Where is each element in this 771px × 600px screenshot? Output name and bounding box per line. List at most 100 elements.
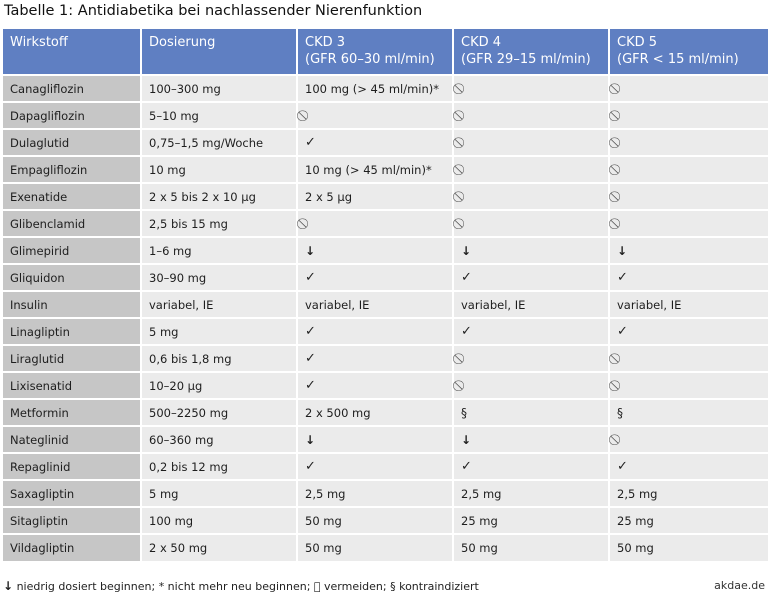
drug-name-cell: Exenatide <box>3 182 142 210</box>
column-header-line2: (GFR < 15 ml/min) <box>617 52 739 67</box>
legend-avoid-text: vermeiden; <box>324 580 387 593</box>
table-cell: 100 mg (> 45 ml/min)* <box>297 74 454 102</box>
table-cell: ⃠ <box>609 128 768 156</box>
table-cell: 500–2250 mg <box>141 398 298 426</box>
drug-name-cell: Liraglutid <box>3 344 142 372</box>
column-header: Dosierung <box>141 29 298 75</box>
table-row: Glimepirid 1–6 mg ↓ ↓ ↓ <box>3 236 768 264</box>
table-cell: 2,5 bis 15 mg <box>141 209 298 237</box>
table-cell: ✓ <box>297 263 454 291</box>
table-cell: 0,75–1,5 mg/Woche <box>141 128 298 156</box>
table-cell: 50 mg <box>609 533 768 561</box>
source-credit: akdae.de <box>714 579 765 592</box>
column-header: CKD 4 (GFR 29–15 ml/min) <box>453 29 610 75</box>
drug-name-cell: Repaglinid <box>3 452 142 480</box>
column-header: CKD 3 (GFR 60–30 ml/min) <box>297 29 454 75</box>
column-header-line2: (GFR 60–30 ml/min) <box>305 52 435 67</box>
table-cell: ✓ <box>609 317 768 345</box>
table-cell: 100 mg <box>141 506 298 534</box>
column-header-line1: Wirkstoff <box>10 35 68 50</box>
table-cell: ✓ <box>297 128 454 156</box>
drug-name-cell: Vildagliptin <box>3 533 142 561</box>
table-cell: ⃠ <box>609 182 768 210</box>
table-header: Wirkstoff Dosierung CKD 3 (GFR 60–30 ml/min… <box>3 29 768 75</box>
table-cell: ⃠ <box>297 209 454 237</box>
table-cell: 60–360 mg <box>141 425 298 453</box>
drug-name-cell: Sitagliptin <box>3 506 142 534</box>
drug-name-cell: Metformin <box>3 398 142 426</box>
column-header-line1: CKD 4 <box>461 35 502 50</box>
table-cell: ⃠ <box>453 344 610 372</box>
column-header: Wirkstoff <box>3 29 142 75</box>
drug-name-cell: Dulaglutid <box>3 128 142 156</box>
column-header-line1: Dosierung <box>149 35 216 50</box>
table-cell: 100–300 mg <box>141 74 298 102</box>
table-cell: 2,5 mg <box>297 479 454 507</box>
table-cell: variabel, IE <box>297 290 454 318</box>
table-cell: ⃠ <box>609 344 768 372</box>
table-cell: 50 mg <box>297 533 454 561</box>
table-cell: ⃠ <box>297 101 454 129</box>
table-cell: 0,6 bis 1,8 mg <box>141 344 298 372</box>
table-cell: ✓ <box>609 263 768 291</box>
table-cell: 2 x 5 bis 2 x 10 µg <box>141 182 298 210</box>
table-cell: ⃠ <box>609 425 768 453</box>
table-row: Canagliflozin 100–300 mg 100 mg (> 45 ml/m… <box>3 74 768 102</box>
table-row: Repaglinid 0,2 bis 12 mg ✓ ✓ ✓ <box>3 452 768 480</box>
table-cell: ✓ <box>297 344 454 372</box>
table-cell: 10 mg (> 45 ml/min)* <box>297 155 454 183</box>
table-cell: 25 mg <box>453 506 610 534</box>
table-cell: 25 mg <box>609 506 768 534</box>
table-cell: ⃠ <box>453 128 610 156</box>
table-cell: ✓ <box>297 317 454 345</box>
table-cell: ⃠ <box>609 101 768 129</box>
table-cell: 2 x 50 mg <box>141 533 298 561</box>
table-cell: ⃠ <box>609 371 768 399</box>
table-cell: 0,2 bis 12 mg <box>141 452 298 480</box>
table-cell: ✓ <box>453 317 610 345</box>
table-cell: ⃠ <box>453 155 610 183</box>
table-cell: 5–10 mg <box>141 101 298 129</box>
drug-name-cell: Lixisenatid <box>3 371 142 399</box>
column-header-line2: (GFR 29–15 ml/min) <box>461 52 591 67</box>
table-cell: 2 x 500 mg <box>297 398 454 426</box>
table-cell: ⃠ <box>453 371 610 399</box>
table-row: Vildagliptin 2 x 50 mg 50 mg 50 mg 50 mg <box>3 533 768 561</box>
table-cell: ⃠ <box>609 155 768 183</box>
column-header-line1: CKD 3 <box>305 35 346 50</box>
table-cell: 2,5 mg <box>609 479 768 507</box>
table-cell: ↓ <box>453 236 610 264</box>
table-cell: 1–6 mg <box>141 236 298 264</box>
column-header: CKD 5 (GFR < 15 ml/min) <box>609 29 768 75</box>
header-row: Wirkstoff Dosierung CKD 3 (GFR 60–30 ml/min… <box>3 29 768 75</box>
drug-name-cell: Nateglinid <box>3 425 142 453</box>
table-cell: ↓ <box>609 236 768 264</box>
table-title: Tabelle 1: Antidiabetika bei nachlassend… <box>4 3 423 19</box>
table-cell: ✓ <box>453 263 610 291</box>
table-row: Gliquidon 30–90 mg ✓ ✓ ✓ <box>3 263 768 291</box>
table-cell: 50 mg <box>453 533 610 561</box>
table-cell: § <box>609 398 768 426</box>
legend-down-text: niedrig dosiert beginnen; <box>16 580 156 593</box>
drug-name-cell: Glibenclamid <box>3 209 142 237</box>
drug-name-cell: Glimepirid <box>3 236 142 264</box>
table-cell: 10–20 µg <box>141 371 298 399</box>
table-cell: ✓ <box>609 452 768 480</box>
table-row: Insulin variabel, IE variabel, IE variabel,… <box>3 290 768 318</box>
column-header-line1: CKD 5 <box>617 35 658 50</box>
table-cell: variabel, IE <box>609 290 768 318</box>
table-body: Canagliflozin 100–300 mg 100 mg (> 45 ml/m… <box>3 74 768 561</box>
table-cell: ✓ <box>453 452 610 480</box>
table-cell: 5 mg <box>141 479 298 507</box>
table-cell: ⃠ <box>609 209 768 237</box>
legend-star-text: * nicht mehr neu beginnen; <box>158 580 311 593</box>
table-row: Linagliptin 5 mg ✓ ✓ ✓ <box>3 317 768 345</box>
table-row: Metformin 500–2250 mg 2 x 500 mg § § <box>3 398 768 426</box>
drug-name-cell: Insulin <box>3 290 142 318</box>
